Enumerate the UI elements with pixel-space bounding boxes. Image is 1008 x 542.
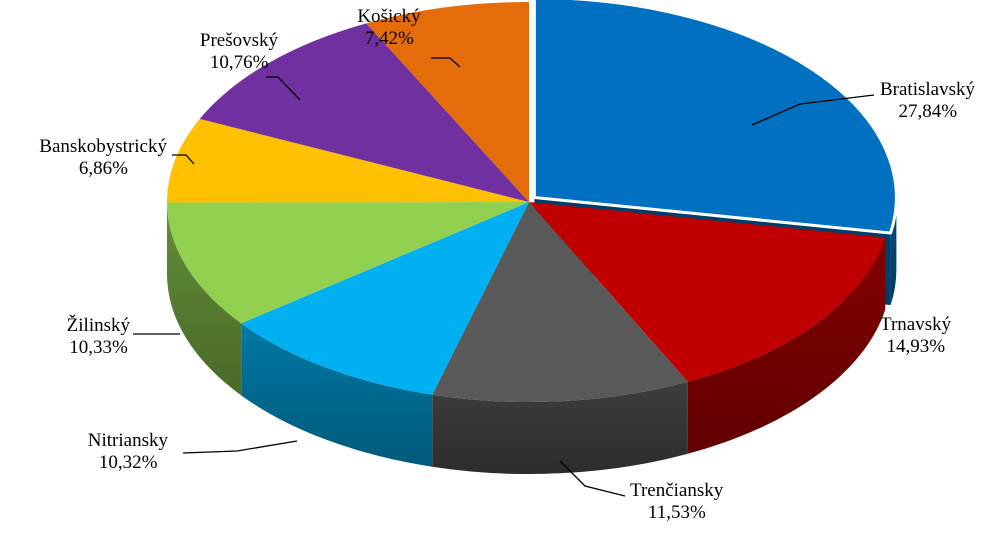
side-shade-bratislavsky [890, 197, 897, 306]
side-shade-nitriansky [241, 323, 433, 467]
label-value-kosicky: 7,42% [365, 28, 414, 49]
leader-nitriansky [182, 440, 298, 454]
leader-banskobystricky [172, 154, 195, 165]
slice-bratislavsky [532, 0, 898, 235]
leader-bratislavsky [751, 94, 875, 126]
label-value-banskobystricky: 6,86% [79, 158, 128, 179]
slice-trnavsky [529, 202, 886, 382]
label-name-trenciansky: Trenčiansky [630, 480, 724, 501]
label-value-zilinsky: 10,33% [69, 337, 128, 358]
side-shade-trenciansky [432, 381, 688, 474]
label-name-bratislavsky: Bratislavský [880, 79, 975, 100]
slice-zilinsky [167, 202, 530, 324]
label-name-nitriansky: Nitriansky [88, 430, 169, 451]
label-name-zilinsky: Žilinský [67, 314, 131, 336]
leader-kosicky [431, 57, 461, 68]
label-name-trnavsky: Trnavský [880, 314, 952, 335]
slice-trenciansky [432, 202, 688, 402]
label-name-kosicky: Košický [357, 6, 421, 27]
slice-banskobystricky [167, 118, 529, 203]
slice-nitriansky [241, 202, 529, 395]
label-name-presovsky: Prešovský [200, 30, 279, 51]
label-name-banskobystricky: Banskobystrický [39, 136, 167, 157]
leader-trenciansky [559, 460, 626, 497]
label-value-trenciansky: 11,53% [648, 502, 706, 523]
label-value-nitriansky: 10,32% [99, 452, 158, 473]
slice-kosicky [366, 2, 529, 202]
slice-presovsky [199, 23, 530, 202]
label-value-presovsky: 10,76% [210, 52, 269, 73]
side-shade-zilinsky [167, 202, 242, 396]
leader-presovsky [266, 76, 301, 101]
pie-slices [167, 0, 898, 402]
label-value-bratislavsky: 27,84% [898, 101, 957, 122]
side-shade-trnavsky [687, 237, 886, 454]
leader-lines [133, 57, 875, 497]
label-value-trnavsky: 14,93% [887, 336, 946, 357]
